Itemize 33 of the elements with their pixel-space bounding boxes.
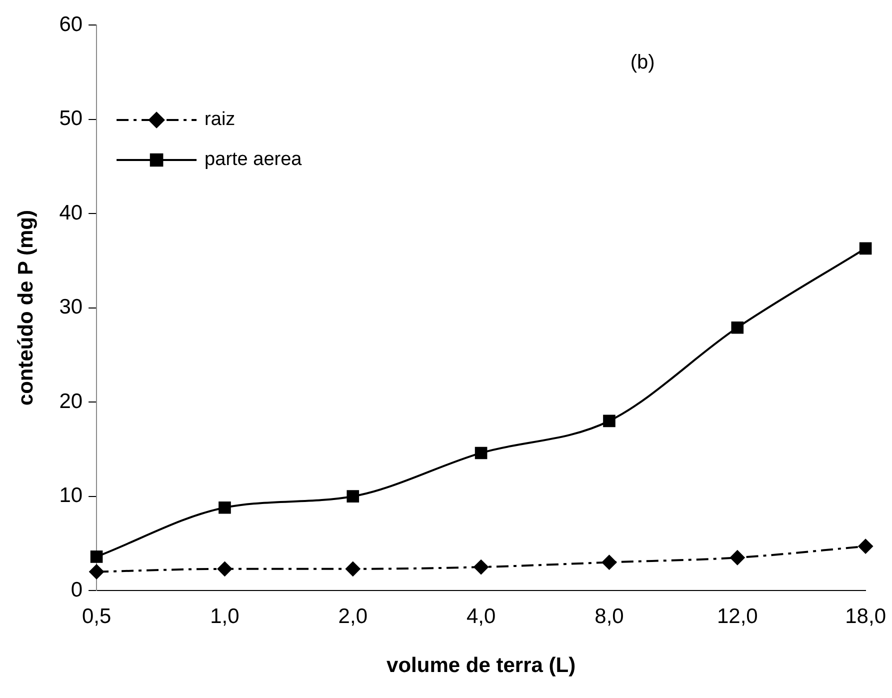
point [731, 321, 744, 334]
point [730, 550, 745, 566]
point [602, 554, 617, 570]
y-axis-title: conteúdo de P (mg) [14, 210, 38, 406]
y-tick-label: 40 [59, 201, 83, 224]
y-tick-label: 0 [70, 578, 83, 602]
point [346, 490, 360, 502]
y-tick-label: 60 [59, 12, 83, 36]
point [89, 564, 104, 580]
y-tick-label: 30 [59, 296, 83, 319]
x-tick-label: 1,0 [210, 604, 240, 628]
x-tick-label: 8,0 [594, 604, 624, 628]
y-tick-label: 20 [59, 390, 83, 413]
x-tick-label: 12,0 [716, 604, 758, 628]
legend-label: parte aerea [204, 149, 302, 170]
point [217, 561, 232, 576]
y-tick-label: 10 [59, 484, 83, 508]
y-tick-label: 50 [59, 107, 83, 130]
point [859, 242, 872, 255]
point [90, 550, 103, 563]
x-tick-label: 0,5 [82, 604, 112, 628]
point [474, 560, 489, 575]
point [345, 561, 360, 576]
point [474, 446, 488, 460]
x-tick-label: 4,0 [466, 604, 496, 628]
x-axis-title: volume de terra (L) [386, 654, 576, 678]
x-tick-label: 2,0 [338, 604, 368, 628]
legend-label: raiz [204, 109, 236, 130]
point [603, 414, 616, 428]
point [858, 538, 874, 554]
x-tick-label: 18,0 [845, 604, 886, 628]
text: (b) [630, 52, 655, 74]
point [218, 501, 231, 514]
